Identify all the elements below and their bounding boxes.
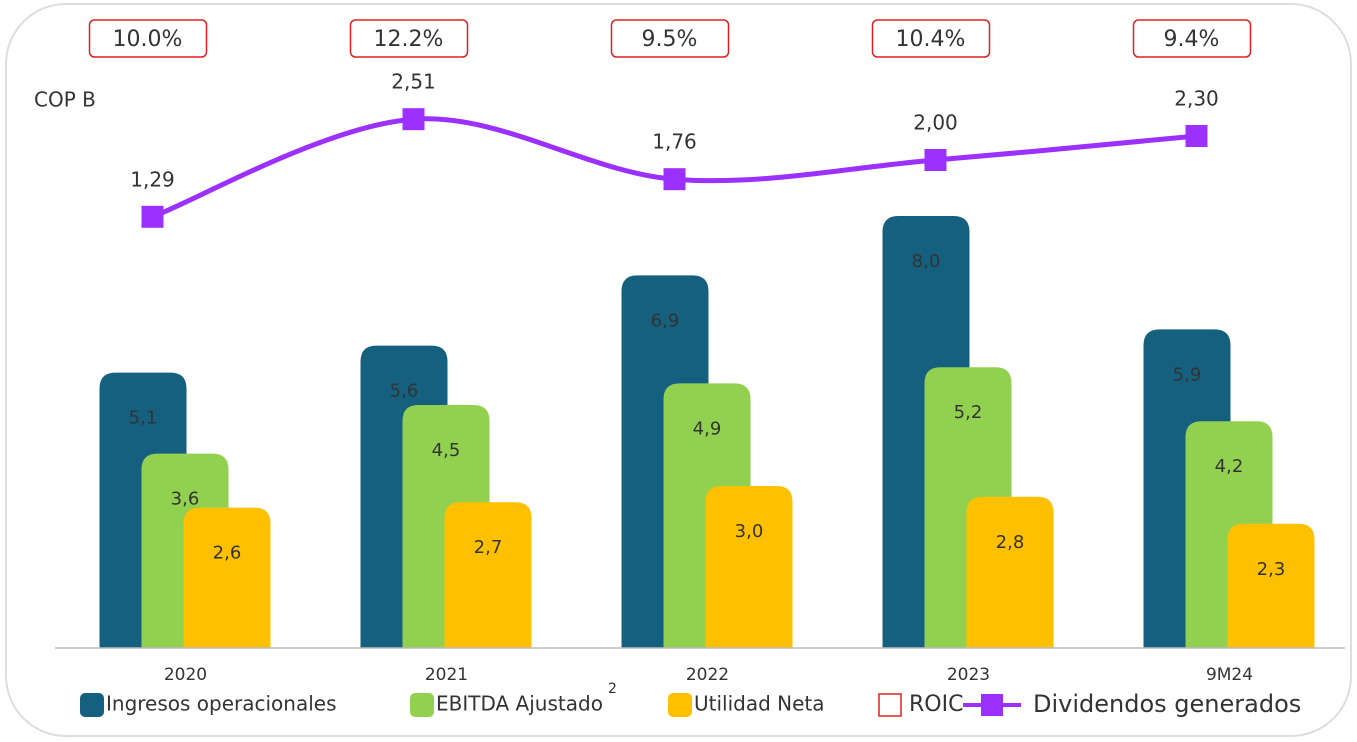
- x-tick-label: 9M24: [1206, 665, 1253, 685]
- roic-label: 9.5%: [642, 27, 698, 52]
- bar-value-label: 2,6: [213, 543, 242, 564]
- legend-swatch: [410, 693, 434, 717]
- legend-swatch: [80, 693, 104, 717]
- roic-box: [349, 19, 469, 58]
- legend-label: EBITDA Ajustado: [436, 692, 603, 716]
- line-marker: [402, 108, 425, 131]
- bar-value-label: 2,7: [474, 537, 503, 558]
- bar-value-label: 5,9: [1173, 364, 1202, 385]
- roic-label: 9.4%: [1164, 27, 1220, 52]
- bar: [1227, 523, 1315, 648]
- bar: [705, 486, 793, 648]
- line-marker: [663, 168, 686, 191]
- roic-label: 10.4%: [896, 27, 966, 52]
- bar: [444, 502, 532, 648]
- line-value-label: 1,29: [130, 167, 175, 191]
- bar-value-label: 4,9: [693, 418, 722, 439]
- bar-value-label: 5,6: [390, 381, 419, 402]
- line-value-label: 1,76: [652, 130, 697, 154]
- legend-swatch: [878, 693, 902, 717]
- bar-value-label: 3,0: [735, 521, 764, 542]
- bar: [966, 496, 1054, 648]
- bar-value-label: 5,2: [954, 402, 983, 423]
- roic-box: [610, 19, 730, 58]
- bar-value-label: 6,9: [651, 310, 680, 331]
- line-value-label: 2,51: [391, 70, 436, 94]
- line-marker: [924, 149, 947, 171]
- bar-value-label: 5,1: [129, 408, 158, 429]
- bar-value-label: 2,3: [1257, 559, 1286, 580]
- bar-value-label: 4,2: [1215, 456, 1244, 477]
- bar-value-label: 4,5: [432, 440, 461, 461]
- roic-label: 10.0%: [113, 27, 183, 52]
- bar: [183, 507, 271, 648]
- line-marker: [141, 205, 164, 228]
- legend-label: Utilidad Neta: [694, 692, 825, 716]
- x-tick-label: 2020: [164, 665, 207, 685]
- legend-label: Dividendos generados: [1033, 690, 1301, 718]
- legend-marker: [981, 694, 1003, 716]
- legend-label: Ingresos operacionales: [106, 692, 337, 716]
- x-tick-label: 2023: [947, 665, 990, 685]
- roic-box: [871, 19, 991, 58]
- legend-label: ROIC: [909, 692, 963, 717]
- line-value-label: 2,00: [913, 111, 958, 135]
- bar-value-label: 2,8: [996, 532, 1025, 553]
- bar-value-label: 3,6: [171, 489, 200, 510]
- bar-value-label: 8,0: [912, 251, 941, 272]
- line-marker: [1185, 125, 1208, 147]
- roic-box: [1132, 19, 1252, 58]
- y-label: COP B: [34, 88, 96, 112]
- legend-swatch: [668, 693, 692, 717]
- legend-note: 2: [608, 681, 617, 697]
- roic-box: [88, 19, 208, 58]
- line-value-label: 2,30: [1174, 87, 1219, 111]
- x-tick-label: 2021: [425, 665, 468, 685]
- roic-label: 12.2%: [374, 27, 444, 52]
- x-tick-label: 2022: [686, 665, 729, 685]
